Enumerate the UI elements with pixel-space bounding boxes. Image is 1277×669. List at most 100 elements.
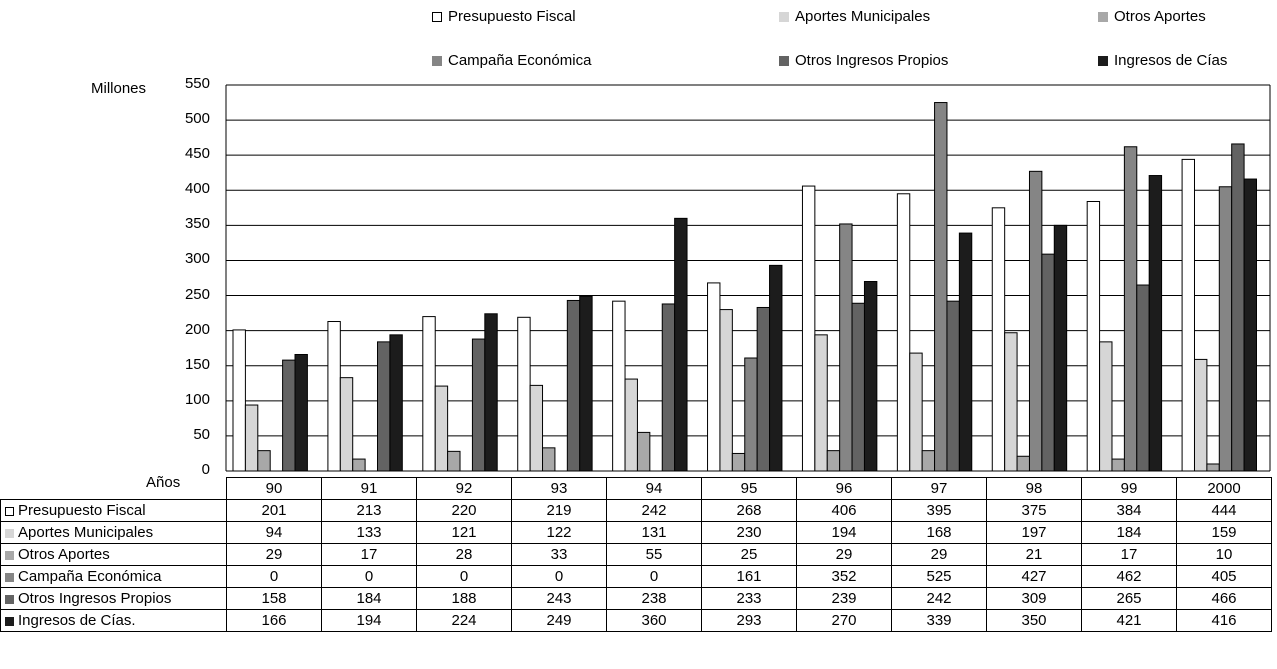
bar-99-3 xyxy=(1123,146,1138,472)
legend-label: Otros Aportes xyxy=(1114,8,1206,25)
table-cell: 55 xyxy=(606,543,702,566)
table-cell: 427 xyxy=(986,565,1082,588)
table-cell: 239 xyxy=(796,587,892,610)
table-row-swatch xyxy=(5,572,14,582)
table-cell: 0 xyxy=(606,565,702,588)
table-row-swatch xyxy=(5,594,14,604)
table-cell: 94 xyxy=(226,521,322,544)
x-tick-label: 92 xyxy=(416,477,512,500)
table-cell: 352 xyxy=(796,565,892,588)
table-cell: 242 xyxy=(606,499,702,522)
legend-item: Aportes Municipales xyxy=(779,8,930,25)
y-tick-label: 300 xyxy=(184,250,210,268)
legend-label: Ingresos de Cías xyxy=(1114,52,1228,69)
bar-93-4 xyxy=(566,299,581,472)
table-cell: 197 xyxy=(986,521,1082,544)
table-cell: 29 xyxy=(796,543,892,566)
bar-96-3 xyxy=(839,223,853,472)
bar-91-1 xyxy=(339,377,354,472)
bar-99-2 xyxy=(1111,458,1125,472)
table-cell: 158 xyxy=(226,587,322,610)
bar-93-5 xyxy=(579,295,593,472)
legend-item: Otros Aportes xyxy=(1098,8,1206,25)
legend-label: Otros Ingresos Propios xyxy=(795,52,949,69)
legend-label: Campaña Económica xyxy=(448,52,592,69)
table-cell: 224 xyxy=(416,609,512,632)
legend-swatch xyxy=(432,55,442,66)
table-row-swatch xyxy=(5,528,14,538)
bar-95-3 xyxy=(744,357,758,472)
table-cell: 17 xyxy=(321,543,417,566)
table-row-label: Presupuesto Fiscal xyxy=(0,499,227,522)
table-cell: 238 xyxy=(606,587,702,610)
table-cell: 268 xyxy=(701,499,797,522)
table-cell: 265 xyxy=(1081,587,1177,610)
table-row: Otros Ingresos Propios 158 184 188 243 238 233… xyxy=(0,587,1272,610)
bar-95-1 xyxy=(719,309,733,472)
table-cell: 395 xyxy=(891,499,987,522)
legend-label: Aportes Municipales xyxy=(795,8,931,25)
bar-94-5 xyxy=(674,217,688,472)
table-cell: 194 xyxy=(796,521,892,544)
table-cell: 242 xyxy=(891,587,987,610)
bar-99-4 xyxy=(1136,284,1150,472)
y-tick-label: 350 xyxy=(184,215,210,233)
bar-97-1 xyxy=(909,352,923,472)
bar-94-2 xyxy=(636,431,651,472)
legend-label: Presupuesto Fiscal xyxy=(448,8,576,25)
x-tick-label: 91 xyxy=(321,477,417,500)
legend-item: Campaña Económica xyxy=(432,52,591,69)
bar-99-5 xyxy=(1148,175,1163,472)
table-cell: 0 xyxy=(321,565,417,588)
table-row-label: Otros Aportes xyxy=(0,543,227,566)
table-row-label-text: Otros Ingresos Propios xyxy=(18,590,172,607)
y-tick-label: 550 xyxy=(184,75,210,92)
table-cell: 416 xyxy=(1176,609,1272,632)
y-tick-label: 100 xyxy=(184,390,210,408)
bar-96-1 xyxy=(814,334,828,472)
legend-item: Otros Ingresos Propios xyxy=(779,52,948,69)
table-cell: 29 xyxy=(891,543,987,566)
legend-swatch xyxy=(1098,11,1108,22)
x-tick-label: 2000 xyxy=(1176,477,1272,500)
legend-swatch xyxy=(432,11,442,22)
table-cell: 213 xyxy=(321,499,417,522)
table-cell: 462 xyxy=(1081,565,1177,588)
bar-95-0 xyxy=(707,282,721,472)
table-cell: 188 xyxy=(416,587,512,610)
table-row: Otros Aportes 29 17 28 33 55 25 29 29 21 17 10 xyxy=(0,543,1272,566)
bar-94-1 xyxy=(624,378,638,472)
bar-98-3 xyxy=(1028,170,1043,472)
table-cell: 17 xyxy=(1081,543,1177,566)
bar-90-0 xyxy=(232,329,246,472)
table-cell: 133 xyxy=(321,521,417,544)
bar-2000-4 xyxy=(1231,143,1245,472)
table-cell: 466 xyxy=(1176,587,1272,610)
table-row-swatch xyxy=(5,506,14,516)
bar-96-2 xyxy=(826,450,841,472)
table-cell: 249 xyxy=(511,609,607,632)
table-cell: 444 xyxy=(1176,499,1272,522)
bar-2000-0 xyxy=(1181,158,1195,472)
bar-90-1 xyxy=(244,404,259,472)
table-cell: 339 xyxy=(891,609,987,632)
bar-95-2 xyxy=(731,452,746,472)
bar-96-0 xyxy=(801,185,816,472)
bar-93-1 xyxy=(529,384,544,472)
table-row-swatch xyxy=(5,550,14,560)
bar-98-0 xyxy=(991,207,1006,472)
bar-96-5 xyxy=(863,281,878,472)
bar-98-4 xyxy=(1041,253,1055,472)
bar-92-2 xyxy=(447,450,461,472)
table-row-label-text: Aportes Municipales xyxy=(18,524,154,541)
x-tick-label: 99 xyxy=(1081,477,1177,500)
data-table: 90 91 92 93 94 95 96 97 98 99 2000 Presupuesto Fisc… xyxy=(0,477,1272,632)
bar-2000-1 xyxy=(1193,358,1208,472)
bar-96-4 xyxy=(851,302,865,472)
table-cell: 201 xyxy=(226,499,322,522)
bar-93-2 xyxy=(542,447,556,472)
table-row-label-text: Presupuesto Fiscal xyxy=(18,502,146,519)
x-tick-label: 94 xyxy=(606,477,702,500)
bar-92-0 xyxy=(422,316,436,472)
bar-91-2 xyxy=(352,458,366,472)
